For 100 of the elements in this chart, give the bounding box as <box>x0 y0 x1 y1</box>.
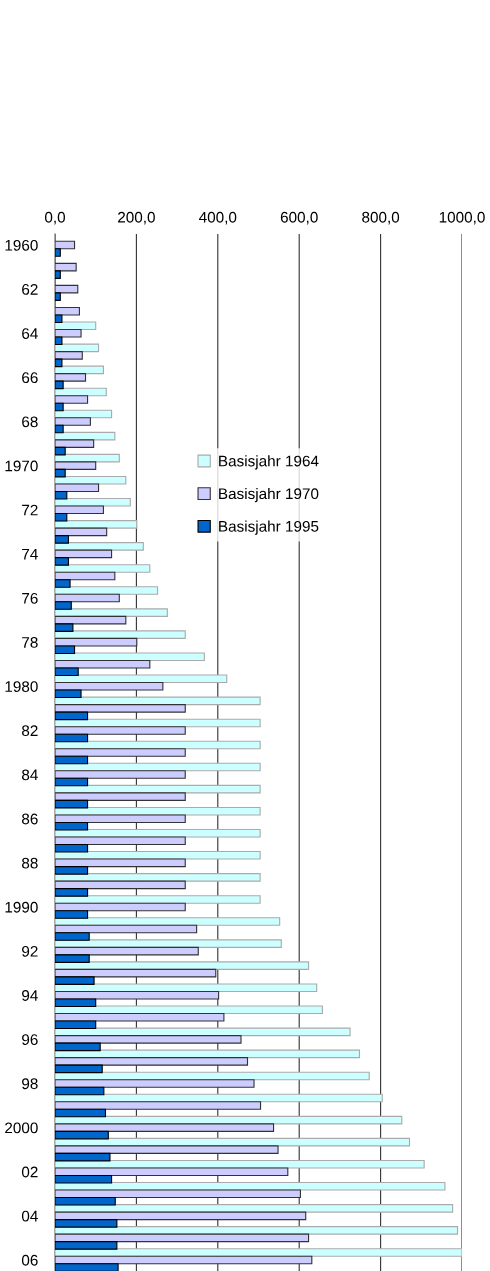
bar <box>55 542 144 551</box>
bar <box>55 512 68 522</box>
bar <box>55 549 113 559</box>
x-tick-label: 200,0 <box>118 211 155 225</box>
bar <box>55 564 151 573</box>
bar <box>55 593 120 603</box>
bar <box>55 1086 105 1096</box>
bar <box>55 615 127 625</box>
bar <box>55 645 76 654</box>
x-tick-label: 800,0 <box>362 211 400 225</box>
bar <box>55 1042 101 1052</box>
bar <box>55 321 97 331</box>
bar <box>55 1027 351 1037</box>
bar <box>55 843 89 853</box>
bar <box>55 1130 109 1140</box>
bar <box>55 240 76 250</box>
bar <box>55 1241 118 1250</box>
y-tick-label: 02 <box>21 1166 38 1178</box>
x-tick-label: 1000,0 <box>439 211 485 225</box>
bar <box>55 910 89 919</box>
bar <box>55 1064 103 1074</box>
bar <box>55 961 310 970</box>
bar <box>55 306 80 316</box>
bar <box>55 579 71 588</box>
y-tick-label: 76 <box>22 592 38 604</box>
bar <box>55 1049 360 1059</box>
bar <box>55 328 82 338</box>
bar <box>55 667 79 677</box>
bar <box>55 351 83 360</box>
bar <box>55 505 104 515</box>
y-tick-label: 62 <box>22 284 38 295</box>
y-tick-label: 74 <box>22 548 38 560</box>
bar <box>55 623 74 632</box>
y-tick-label: 1970 <box>5 460 38 472</box>
bar <box>55 1196 116 1206</box>
bar <box>55 1226 459 1235</box>
bar <box>55 601 72 610</box>
bar <box>55 733 89 743</box>
bar <box>55 799 89 809</box>
y-tick-label: 82 <box>22 725 38 737</box>
legend-label: Basisjahr 1964 <box>219 455 319 470</box>
y-tick-label: 92 <box>22 945 38 957</box>
y-tick-label: 1980 <box>5 681 38 692</box>
y-tick-label: 86 <box>22 813 38 825</box>
bar <box>55 446 66 456</box>
bar <box>55 1263 119 1271</box>
bar <box>55 373 87 382</box>
bar <box>55 674 228 684</box>
bar <box>55 630 186 639</box>
x-tick-label: 0,0 <box>44 211 66 225</box>
y-tick-label: 1960 <box>5 239 38 251</box>
bar <box>55 262 77 272</box>
bar <box>55 755 89 765</box>
bar <box>55 1020 97 1030</box>
y-tick-label: 98 <box>22 1078 38 1090</box>
bar <box>55 652 205 662</box>
y-tick-label: 68 <box>22 416 38 428</box>
bar <box>55 777 89 787</box>
bar <box>55 535 69 544</box>
bar <box>55 1152 111 1162</box>
bar <box>55 888 89 897</box>
bar <box>55 314 63 324</box>
bar <box>55 527 108 537</box>
bar <box>55 461 97 470</box>
bar <box>55 557 69 566</box>
bar <box>55 1108 107 1118</box>
bar <box>55 711 89 721</box>
y-tick-label: 88 <box>22 857 38 869</box>
bar <box>55 998 97 1008</box>
bar <box>55 336 63 346</box>
bar <box>55 1174 113 1184</box>
bar <box>55 954 90 963</box>
legend-label: Basisjahr 1970 <box>219 487 319 503</box>
bar <box>55 821 89 831</box>
bar <box>55 689 82 699</box>
bar <box>55 402 64 412</box>
bar <box>55 483 100 493</box>
y-tick-label: 94 <box>22 990 38 1001</box>
bar <box>55 490 68 500</box>
y-tick-label: 78 <box>22 637 38 648</box>
legend-label: Basisjahr 1995 <box>219 520 319 535</box>
bar <box>55 395 89 404</box>
bar <box>55 248 61 257</box>
bar <box>55 866 89 875</box>
bar <box>55 895 261 904</box>
bar <box>55 917 281 926</box>
x-tick-label: 600,0 <box>280 211 318 225</box>
y-tick-label: 06 <box>21 1254 38 1266</box>
bar <box>55 1219 118 1228</box>
bar <box>55 976 95 985</box>
x-tick-label: 400,0 <box>199 211 237 225</box>
bar <box>55 439 95 448</box>
bar <box>55 380 64 390</box>
y-tick-label: 04 <box>21 1210 38 1222</box>
bar <box>55 939 282 948</box>
bar <box>55 586 159 595</box>
y-tick-label: 84 <box>22 769 38 781</box>
bar <box>55 983 318 993</box>
bar <box>55 284 79 294</box>
bar <box>55 696 261 706</box>
